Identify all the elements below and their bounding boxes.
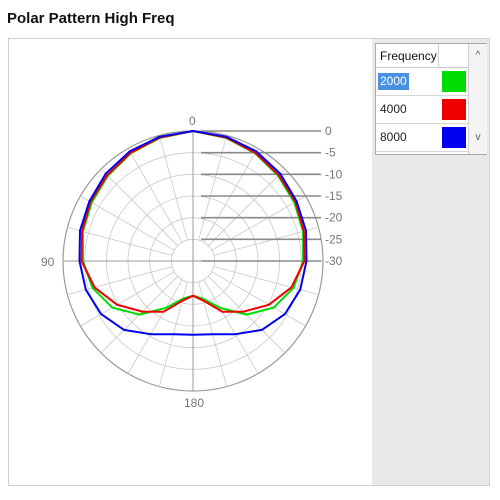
scroll-down-icon[interactable]: v (475, 132, 481, 143)
radial-tick-label: -15 (325, 189, 343, 203)
grid-spoke (127, 148, 183, 243)
legend-row-4000[interactable]: 4000 (376, 96, 468, 124)
legend-frequency-label: 8000 (380, 130, 407, 144)
legend-row-8000[interactable]: 8000 (376, 124, 468, 152)
polar-grid (62, 130, 324, 392)
grid-spoke (203, 279, 259, 374)
legend-panel: Frequency 2000 4000 8000 ^ v (372, 38, 490, 486)
legend-scrollbar[interactable]: ^ v (468, 44, 487, 154)
angle-label-0: 0 (189, 114, 196, 128)
angle-label-180: 180 (184, 396, 204, 410)
grid-spoke (211, 195, 306, 251)
grid-spoke (80, 271, 175, 327)
column-separator (438, 44, 439, 68)
radial-tick-label: -10 (325, 167, 343, 181)
grid-spoke (100, 168, 178, 246)
angle-label-90: 90 (41, 255, 55, 269)
grid-spoke (198, 135, 228, 241)
series-line-4000 (80, 130, 306, 313)
legend-color-swatch[interactable] (442, 99, 466, 120)
grid-spoke (67, 226, 173, 256)
grid-spoke (213, 226, 319, 256)
radial-tick-label: 0 (325, 124, 332, 138)
legend-row-2000[interactable]: 2000 (376, 68, 468, 96)
radial-tick-label: -25 (325, 232, 343, 246)
grid-spoke (127, 279, 183, 374)
polar-plot-area: 0 -5 -10 -15 -20 -25 -30 0 90 180 (8, 38, 374, 486)
scroll-up-icon[interactable]: ^ (475, 50, 481, 61)
grid-spoke (211, 271, 306, 327)
legend-frequency-label: 2000 (378, 73, 409, 90)
chart-title: Polar Pattern High Freq (7, 10, 175, 27)
polar-chart: 0 -5 -10 -15 -20 -25 -30 0 90 180 (41, 114, 343, 410)
radial-tick-label: -20 (325, 211, 343, 225)
grid-spoke (158, 135, 188, 241)
legend-color-swatch[interactable] (442, 127, 466, 148)
axis-labels: 0 -5 -10 -15 -20 -25 -30 0 90 180 (41, 114, 343, 410)
series-lines (78, 130, 308, 336)
grid-spoke (208, 168, 286, 246)
radial-tick-label: -5 (325, 146, 336, 160)
legend-header: Frequency (376, 44, 468, 68)
legend-header-label: Frequency (380, 49, 437, 63)
series-line-8000 (78, 130, 308, 336)
radial-tick-label: -30 (325, 254, 343, 268)
grid-spoke (80, 195, 175, 251)
legend-frequency-label: 4000 (380, 102, 407, 116)
legend-color-swatch[interactable] (442, 71, 466, 92)
frequency-legend-table[interactable]: Frequency 2000 4000 8000 ^ v (375, 43, 487, 155)
